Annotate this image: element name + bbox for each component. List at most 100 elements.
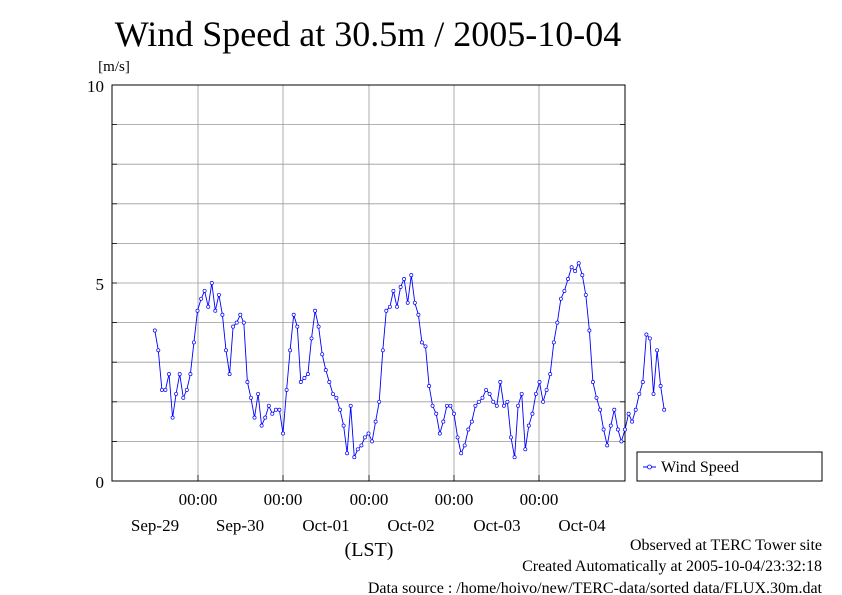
data-point: [277, 407, 282, 412]
data-point: [434, 411, 439, 416]
data-point: [430, 403, 435, 408]
data-point: [359, 443, 364, 448]
data-point: [598, 407, 603, 412]
data-point: [362, 435, 367, 440]
y-tick-label-5: 5: [96, 275, 105, 294]
data-point: [533, 391, 538, 396]
data-point: [608, 423, 613, 428]
footer-observed-site: Observed at TERC Tower site: [630, 537, 822, 554]
footer-data-source: Data source : /home/hoivo/new/TERC-data/…: [368, 580, 823, 595]
data-point: [345, 451, 350, 456]
data-point: [469, 419, 474, 424]
data-point: [202, 288, 207, 293]
date-label-oct-03: Oct-03: [473, 516, 520, 535]
data-point: [662, 407, 667, 412]
plot-frame: [111, 84, 626, 482]
x-tick-label-1: 00:00: [179, 490, 218, 509]
date-label-sep-29: Sep-29: [131, 516, 179, 535]
data-point: [266, 403, 271, 408]
data-point: [647, 336, 652, 341]
data-point: [199, 296, 204, 301]
data-point: [330, 391, 335, 396]
data-point: [377, 399, 382, 404]
data-point: [284, 387, 289, 392]
data-point: [159, 387, 164, 392]
data-point: [526, 423, 531, 428]
data-point: [551, 340, 556, 345]
data-point: [227, 372, 232, 377]
data-point: [480, 395, 485, 400]
data-point: [234, 320, 239, 325]
data-point: [509, 435, 513, 440]
data-point: [537, 380, 542, 384]
data-point: [530, 411, 535, 416]
data-point: [309, 336, 314, 341]
data-point: [341, 423, 346, 428]
data-point: [181, 395, 186, 400]
data-point: [273, 407, 278, 412]
data-point: [352, 455, 357, 460]
data-point: [259, 423, 264, 428]
data-point: [256, 391, 261, 396]
data-point: [448, 403, 453, 408]
data-point: [387, 304, 392, 309]
series-line-wind-speed: [154, 261, 665, 458]
data-point: [288, 348, 293, 353]
data-point: [541, 399, 546, 404]
series-wind-speed: [152, 261, 667, 460]
data-point: [516, 403, 521, 408]
data-point: [437, 431, 442, 436]
data-point: [512, 455, 517, 460]
data-point: [494, 403, 499, 408]
data-point: [231, 324, 236, 329]
data-point: [576, 261, 581, 266]
data-point: [473, 403, 478, 408]
data-point: [587, 328, 592, 333]
x-tick-label-3: 00:00: [350, 490, 389, 509]
data-point: [163, 387, 168, 392]
data-point: [238, 312, 243, 317]
x-tick-label-2: 00:00: [264, 490, 303, 509]
data-point: [248, 395, 253, 400]
data-point: [395, 304, 399, 309]
footer-created-time: Created Automatically at 2005-10-04/23:3…: [522, 558, 822, 575]
data-point: [316, 324, 321, 329]
data-point: [558, 296, 563, 301]
data-point: [605, 443, 610, 448]
data-point: [281, 431, 285, 436]
data-point: [156, 348, 161, 353]
data-point: [270, 411, 275, 416]
data-point: [398, 285, 403, 289]
data-point: [491, 399, 496, 404]
data-point: [655, 348, 660, 353]
date-label-oct-04: Oct-04: [558, 516, 606, 535]
data-point: [651, 391, 656, 396]
data-point: [505, 399, 510, 404]
data-point: [177, 372, 182, 377]
data-point: [220, 312, 225, 317]
data-point: [569, 265, 574, 270]
data-point: [241, 320, 246, 325]
data-point: [498, 380, 503, 384]
data-point: [405, 300, 410, 305]
data-point: [252, 415, 257, 420]
chart-title: Wind Speed at 30.5m / 2005-10-04: [115, 14, 621, 54]
data-point: [637, 391, 642, 396]
data-point: [612, 407, 617, 412]
data-point: [573, 269, 578, 274]
data-point: [501, 403, 506, 408]
data-point: [459, 451, 464, 456]
data-point: [380, 348, 385, 353]
data-point: [402, 277, 407, 281]
legend-label-wind-speed: Wind Speed: [661, 459, 739, 476]
date-label-oct-01: Oct-01: [302, 516, 349, 535]
data-point: [298, 380, 303, 384]
legend: Wind Speed: [636, 451, 823, 482]
data-point: [548, 372, 553, 377]
data-point: [601, 427, 606, 432]
data-point: [566, 277, 570, 281]
data-point: [191, 340, 196, 345]
data-point: [216, 292, 221, 297]
data-point: [630, 419, 635, 424]
